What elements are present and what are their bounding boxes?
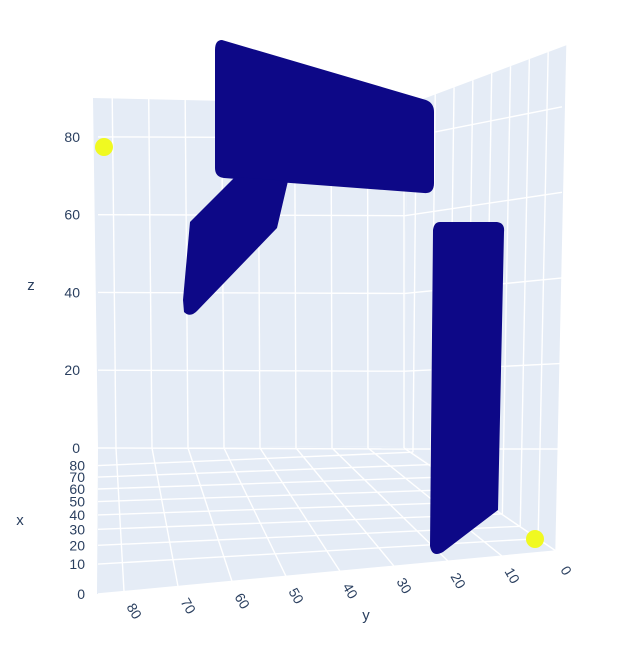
z-tick-label: 60 [64,207,80,223]
point-mark-high-top [95,138,113,156]
x-gridline-side [501,66,512,514]
y-gridline-floor [223,447,287,577]
z-gridline-back [97,369,406,372]
z-gridline-back [97,291,406,295]
x-gridline-side [519,59,531,527]
slab-mark-top [215,40,434,194]
y-gridline-back [148,98,153,449]
x-tick-label: 40 [69,507,85,523]
x-tick-label: 80 [69,458,85,474]
x-gridline-floor [97,537,539,565]
y-tick-label: 0 [557,563,575,578]
y-gridline-back [111,98,117,449]
y-gridline-floor [187,447,233,582]
x-gridline-floor [97,451,413,467]
y-tick-label: 20 [448,570,470,592]
y-tick-label: 10 [502,565,524,587]
y-axis-title: y [362,607,370,624]
x-gridline-side [555,44,568,552]
z-tick-label: 0 [72,440,80,456]
x-gridline-floor [97,550,557,595]
x-axis-title: x [16,512,24,529]
x-gridline-floor [97,500,485,516]
x-tick-label: 30 [69,521,85,537]
y-tick-label: 60 [232,590,254,612]
x-tick-label: 50 [69,494,85,510]
x-tick-label: 70 [69,469,85,485]
point-mark-high-bottom [526,530,544,548]
y-tick-label: 80 [124,600,146,622]
z-tick-label: 20 [64,362,80,378]
slab-mark-vertical [430,222,505,554]
z-gridline-back [97,447,406,450]
y-gridline-floor [115,447,125,592]
data-marks [95,40,544,554]
y-gridline-floor [151,447,179,587]
x-tick-label: 0 [77,586,85,602]
y-tick-label: 40 [340,580,362,602]
z-tick-label: 80 [64,129,80,145]
y-tick-label: 70 [178,595,200,617]
y-tick-label: 30 [394,575,416,597]
x-gridline-floor [97,488,467,503]
z-tick-label: 40 [64,284,80,300]
x-gridline-side [537,52,549,539]
x-gridline-floor [97,476,449,490]
y-tick-label: 50 [286,585,308,607]
z-gridline-side [404,191,563,217]
x-tick-label: 20 [69,537,85,553]
x-gridline-floor [97,463,431,478]
x-tick-label: 60 [69,481,85,497]
axis-labels: 0204060800102030405060708001020304050607… [64,129,575,622]
slab-mark-diagonal [183,177,288,315]
z-axis-title: z [27,277,35,294]
x-tick-label: 10 [69,556,85,572]
